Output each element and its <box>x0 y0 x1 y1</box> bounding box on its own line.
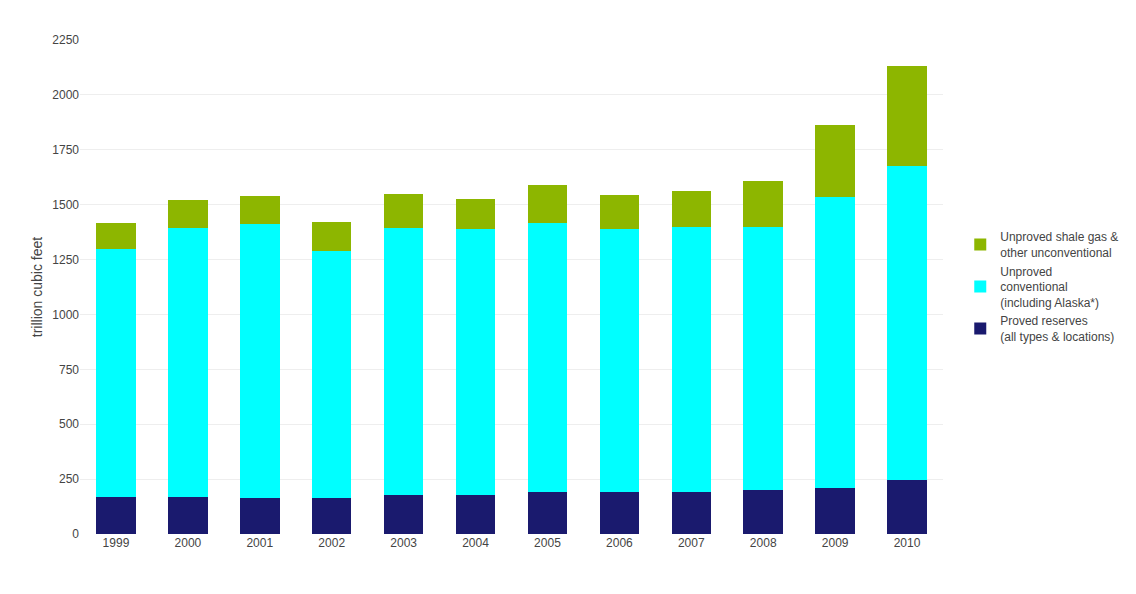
svg-text:2006: 2006 <box>606 536 633 550</box>
svg-text:2004: 2004 <box>462 536 489 550</box>
svg-text:1000: 1000 <box>52 308 79 322</box>
svg-text:1500: 1500 <box>52 198 79 212</box>
svg-text:1750: 1750 <box>52 143 79 157</box>
svg-text:1250: 1250 <box>52 253 79 267</box>
svg-text:2003: 2003 <box>390 536 417 550</box>
svg-text:1999: 1999 <box>103 536 130 550</box>
svg-text:Proved reserves(all types & lo: Proved reserves(all types & locations) <box>1000 314 1114 344</box>
svg-text:2005: 2005 <box>534 536 561 550</box>
svg-text:2000: 2000 <box>175 536 202 550</box>
svg-text:2008: 2008 <box>750 536 777 550</box>
svg-text:2007: 2007 <box>678 536 705 550</box>
svg-text:2000: 2000 <box>52 88 79 102</box>
svg-text:0: 0 <box>72 527 79 541</box>
svg-text:2009: 2009 <box>822 536 849 550</box>
svg-text:trillion cubic feet: trillion cubic feet <box>29 237 45 337</box>
svg-text:250: 250 <box>59 472 79 486</box>
svg-text:Unproved shale gas &other unco: Unproved shale gas &other unconventional <box>1000 230 1118 260</box>
svg-text:Unprovedconventional(including: Unprovedconventional(including Alaska*) <box>1000 265 1099 310</box>
svg-text:2250: 2250 <box>52 33 79 47</box>
svg-text:750: 750 <box>59 363 79 377</box>
svg-text:2002: 2002 <box>318 536 345 550</box>
svg-text:2001: 2001 <box>246 536 273 550</box>
svg-text:2010: 2010 <box>894 536 921 550</box>
svg-text:500: 500 <box>59 417 79 431</box>
